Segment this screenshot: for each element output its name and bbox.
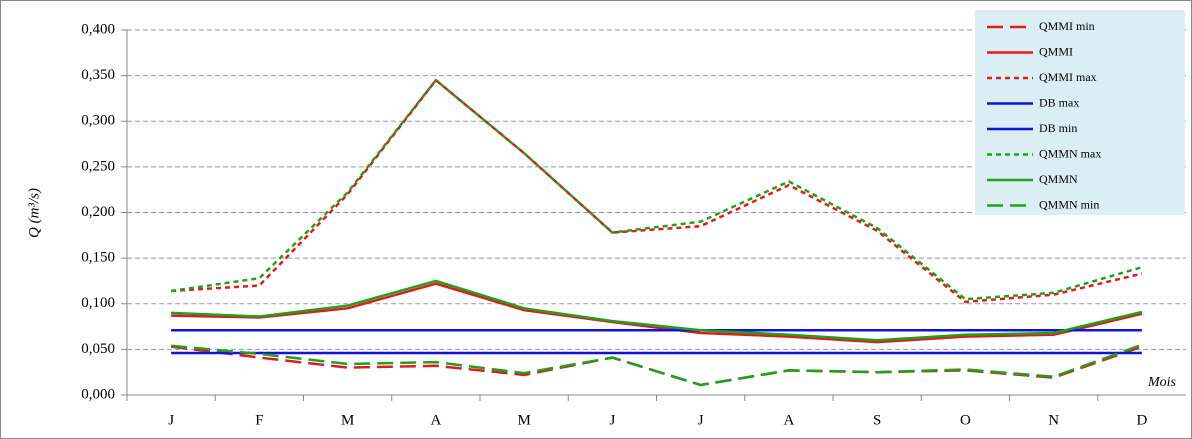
x-tick-label: S: [873, 412, 881, 428]
x-tick-label: J: [698, 412, 704, 428]
series-line: [171, 279, 1143, 342]
y-tick-label: 0,100: [81, 295, 115, 311]
x-tick-label: M: [341, 412, 354, 428]
y-tick-label: 0,150: [81, 250, 115, 266]
x-tick-label: D: [1136, 412, 1147, 428]
x-tick-label: N: [1048, 412, 1059, 428]
legend-label: QMMN max: [1039, 146, 1101, 160]
x-tick-label: F: [255, 412, 263, 428]
series-line: [171, 343, 1143, 387]
y-tick-label: 0,200: [81, 204, 115, 220]
y-tick-label: 0,000: [81, 386, 115, 402]
y-tick-label: 0,250: [81, 158, 115, 174]
legend-label: QMMN min: [1039, 197, 1099, 211]
x-tick-label: J: [609, 412, 615, 428]
y-tick-label: 0,400: [81, 21, 115, 37]
x-tick-label: J: [168, 412, 174, 428]
x-tick-label: O: [960, 412, 971, 428]
y-tick-label: 0,050: [81, 341, 115, 357]
x-tick-label: M: [517, 412, 530, 428]
legend-box: [975, 10, 1185, 215]
legend-label: QMMI: [1039, 44, 1073, 58]
x-tick-label: A: [783, 412, 794, 428]
legend-label: QMMN: [1039, 172, 1078, 186]
y-tick-label: 0,300: [81, 113, 115, 129]
y-tick-label: 0,350: [81, 67, 115, 83]
legend-label: DB max: [1039, 95, 1079, 109]
legend-label: DB min: [1039, 121, 1077, 135]
legend-label: QMMI max: [1039, 70, 1097, 84]
x-tick-label: A: [430, 412, 441, 428]
legend: QMMI min QMMI QMMI max DB max DB min QMMN max…: [975, 10, 1185, 215]
x-axis-label: Mois: [1147, 375, 1177, 390]
y-axis-label: Q (m³/s): [26, 188, 42, 238]
series-line: [170, 78, 1143, 301]
legend-label: QMMI min: [1039, 19, 1095, 33]
series-line: [171, 282, 1143, 344]
